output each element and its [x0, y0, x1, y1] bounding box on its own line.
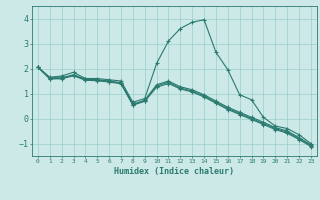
X-axis label: Humidex (Indice chaleur): Humidex (Indice chaleur) — [115, 167, 234, 176]
